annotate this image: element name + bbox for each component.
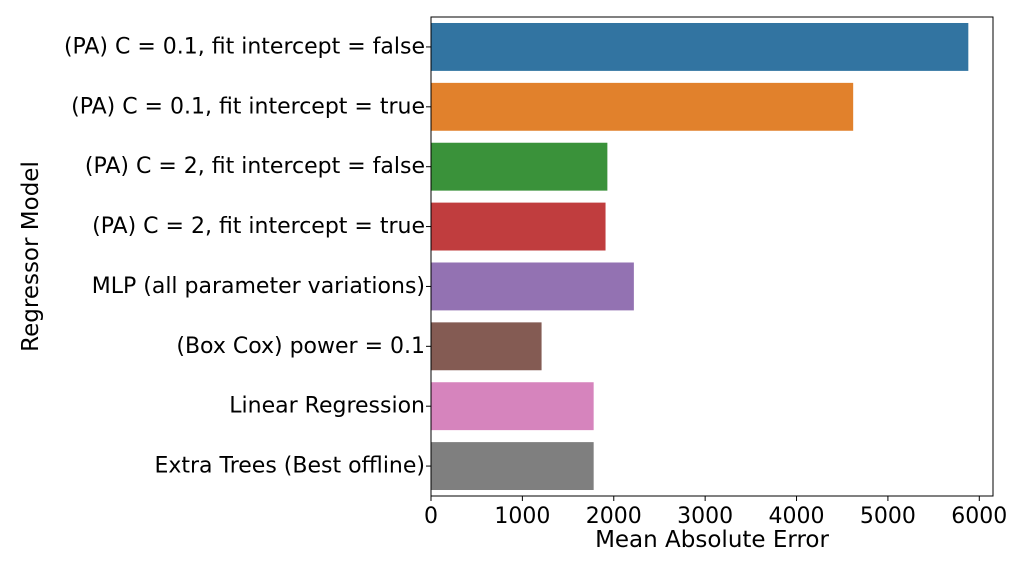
x-tick-label: 5000 [860, 504, 916, 529]
bar-2 [431, 142, 608, 191]
bar-4 [431, 262, 634, 311]
bars-group [431, 22, 969, 491]
bar-5 [431, 322, 542, 371]
y-tick-label: MLP (all parameter variations) [92, 274, 425, 299]
x-tick-label: 2000 [586, 504, 642, 529]
y-tick-label: (PA) C = 2, fit intercept = true [92, 214, 425, 239]
bar-6 [431, 382, 594, 431]
x-tick-labels: 0 1000 2000 3000 4000 5000 6000 [424, 496, 1007, 529]
y-tick-label: Linear Regression [229, 394, 425, 419]
y-tick-label: (PA) C = 0.1, fit intercept = true [71, 94, 425, 119]
x-tick-label: 1000 [494, 504, 550, 529]
y-axis-title: Regressor Model [18, 161, 44, 352]
plot-frame [430, 16, 994, 497]
x-tick-label: 3000 [677, 504, 733, 529]
x-tick-label: 4000 [769, 504, 825, 529]
y-tick-label: (PA) C = 0.1, fit intercept = false [64, 34, 425, 59]
y-tick-label: (PA) C = 2, fit intercept = false [85, 154, 425, 179]
y-tick-labels: (PA) C = 0.1, fit intercept = false (PA) … [64, 34, 431, 479]
bar-1 [431, 82, 854, 131]
x-axis-title: Mean Absolute Error [595, 527, 829, 553]
y-tick-label: (Box Cox) power = 0.1 [176, 334, 425, 359]
x-tick-label: 6000 [951, 504, 1007, 529]
bar-7 [431, 442, 594, 491]
y-tick-label: Extra Trees (Best offline) [154, 454, 425, 479]
bar-3 [431, 202, 606, 251]
bar-0 [431, 22, 969, 71]
x-tick-label: 0 [424, 504, 438, 529]
